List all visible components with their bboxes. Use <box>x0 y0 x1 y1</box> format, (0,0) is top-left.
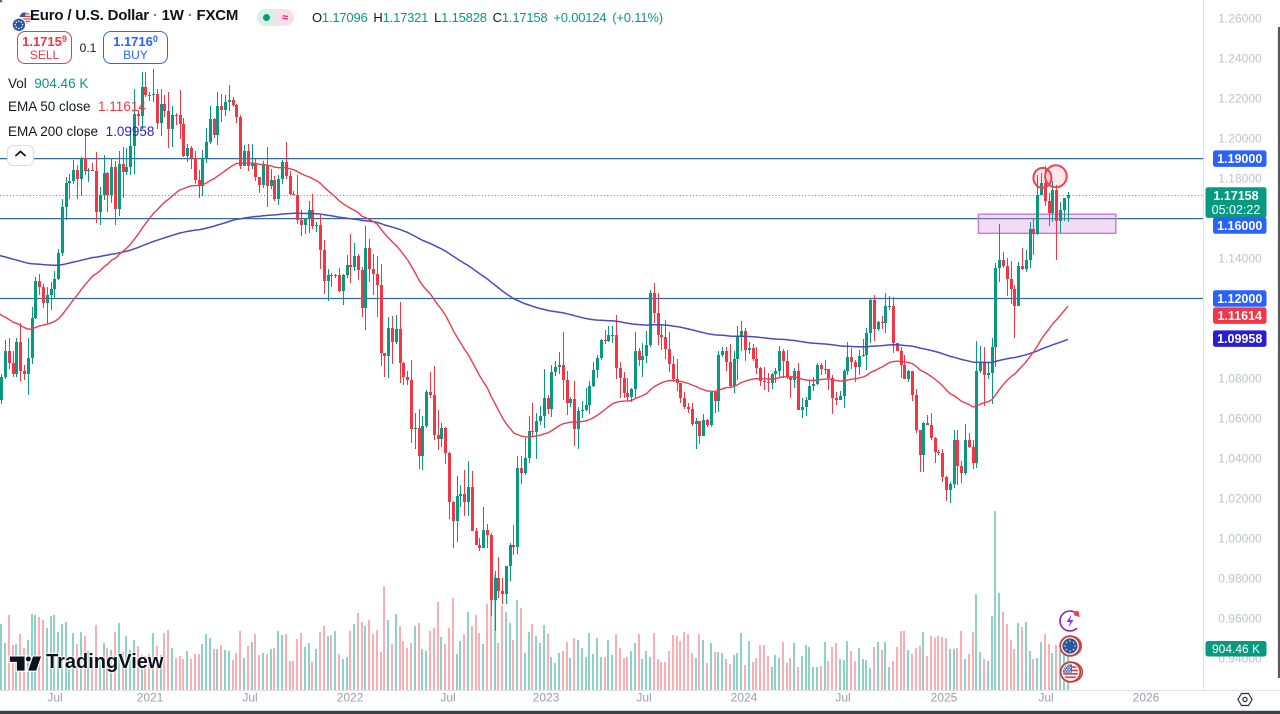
svg-text:904.46 K: 904.46 K <box>1212 642 1260 656</box>
svg-text:1.04000: 1.04000 <box>1218 451 1262 465</box>
svg-text:1.26000: 1.26000 <box>1218 12 1262 26</box>
svg-text:Jul: Jul <box>242 691 257 705</box>
svg-text:0.96000: 0.96000 <box>1218 611 1262 625</box>
svg-text:1.09958: 1.09958 <box>1217 332 1262 346</box>
svg-text:1.06000: 1.06000 <box>1218 411 1262 425</box>
svg-text:1.24000: 1.24000 <box>1218 52 1262 66</box>
svg-text:1.08000: 1.08000 <box>1218 371 1262 385</box>
svg-text:1.22000: 1.22000 <box>1218 92 1262 106</box>
svg-text:1.00000: 1.00000 <box>1218 531 1262 545</box>
svg-text:Jul: Jul <box>636 691 651 705</box>
svg-text:2026: 2026 <box>1133 691 1160 705</box>
svg-text:1.16000: 1.16000 <box>1217 219 1262 233</box>
svg-text:2021: 2021 <box>137 691 164 705</box>
svg-text:1.18000: 1.18000 <box>1218 172 1262 186</box>
svg-text:1.14000: 1.14000 <box>1218 252 1262 266</box>
svg-text:Jul: Jul <box>440 691 455 705</box>
svg-text:1.11614: 1.11614 <box>1217 309 1262 323</box>
svg-text:Jul: Jul <box>1038 691 1053 705</box>
svg-text:1.20000: 1.20000 <box>1218 132 1262 146</box>
svg-text:1.02000: 1.02000 <box>1218 491 1262 505</box>
svg-text:1.19000: 1.19000 <box>1217 152 1262 166</box>
svg-text:2024: 2024 <box>731 691 758 705</box>
svg-text:0.98000: 0.98000 <box>1218 571 1262 585</box>
svg-text:Jul: Jul <box>47 691 62 705</box>
svg-text:Jul: Jul <box>835 691 850 705</box>
svg-text:1.17158: 1.17158 <box>1213 189 1258 203</box>
svg-text:05:02:22: 05:02:22 <box>1212 203 1261 217</box>
svg-text:2025: 2025 <box>931 691 958 705</box>
svg-text:2023: 2023 <box>533 691 560 705</box>
svg-text:2022: 2022 <box>337 691 364 705</box>
svg-text:1.12000: 1.12000 <box>1217 292 1262 306</box>
